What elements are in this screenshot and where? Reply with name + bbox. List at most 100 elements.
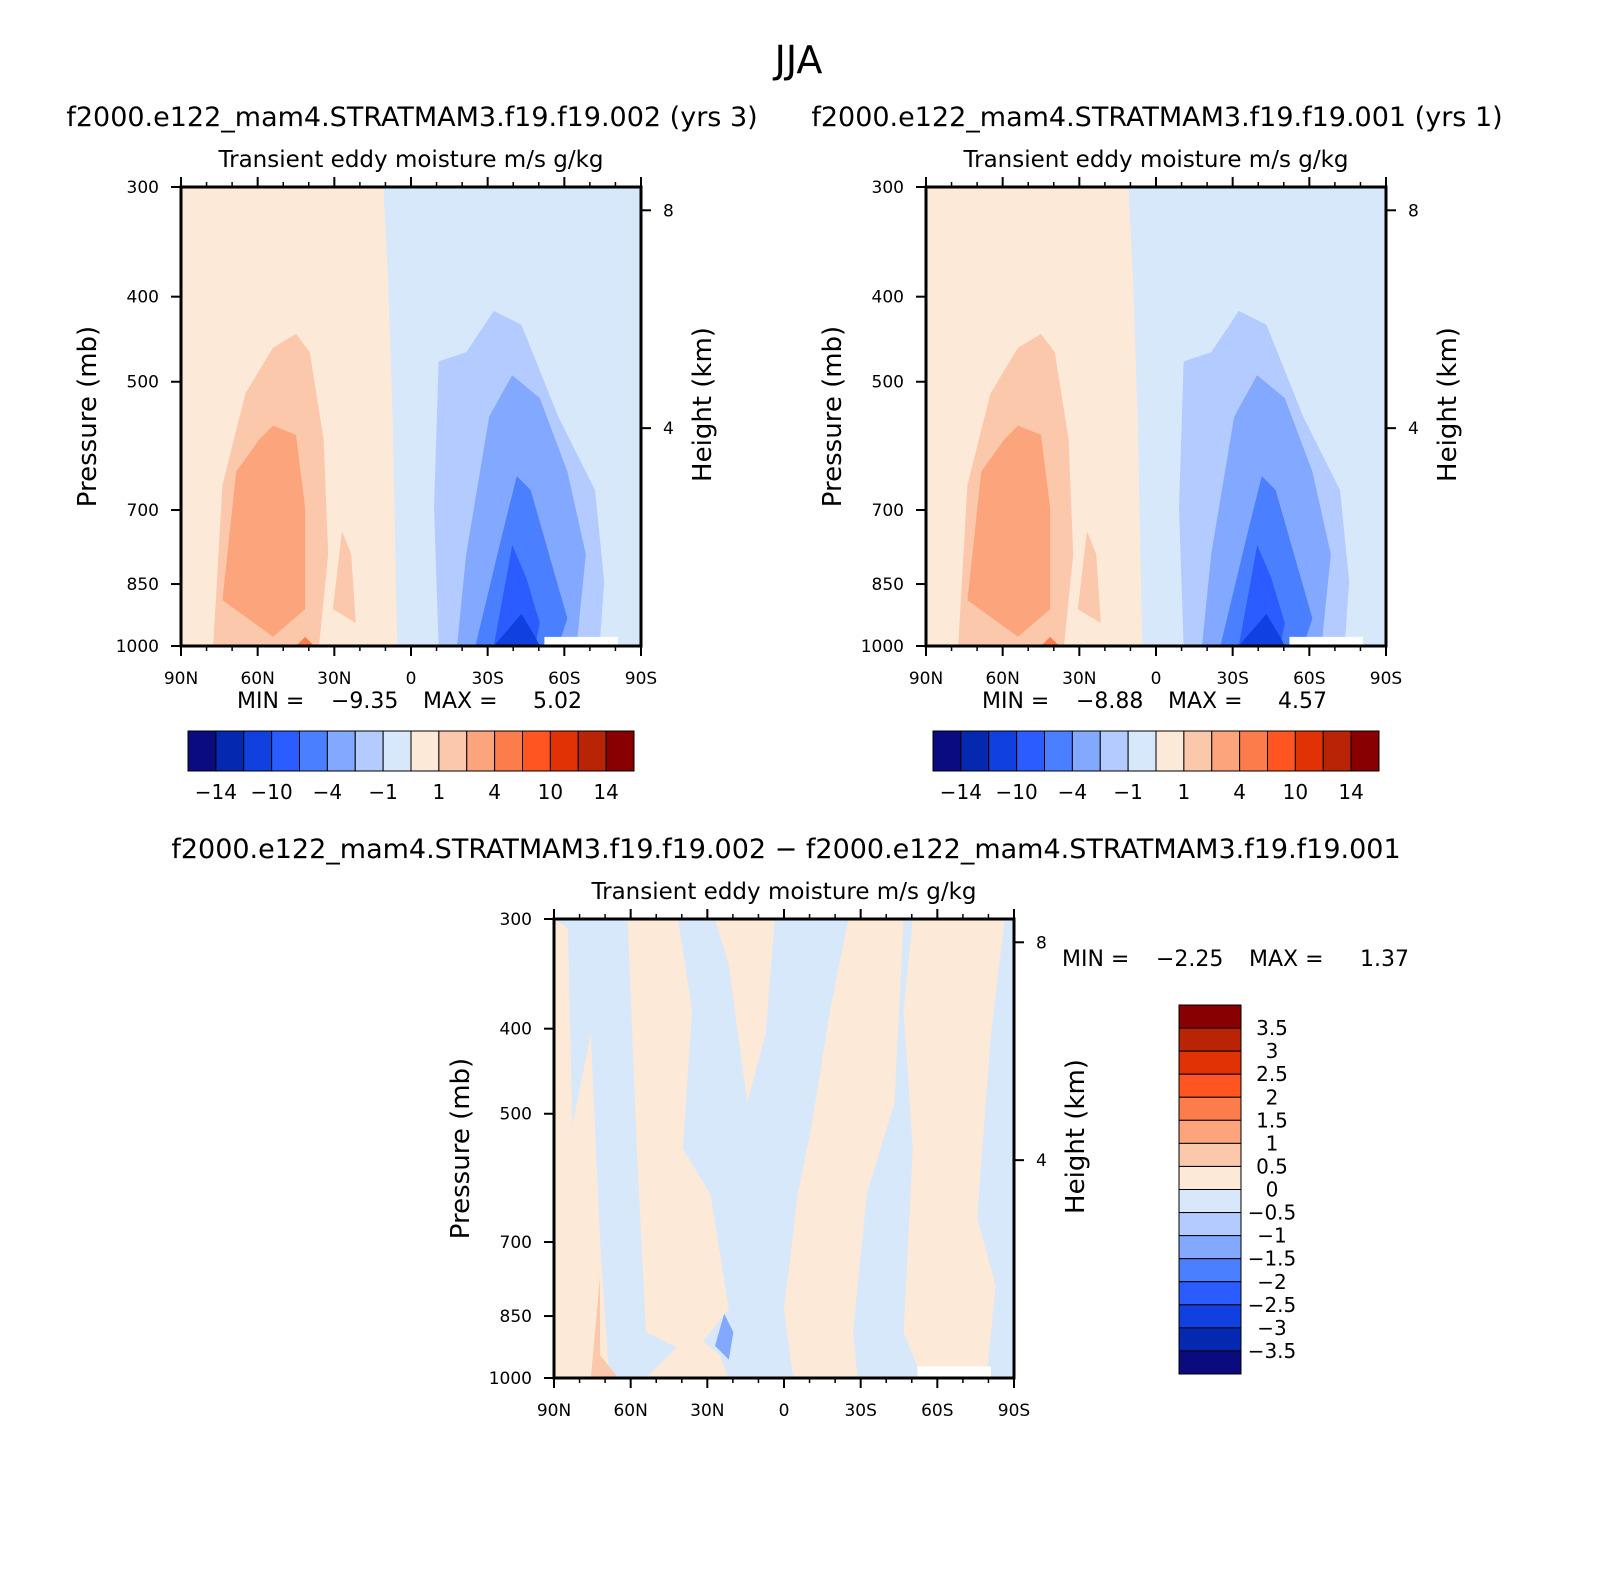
y-axis-label: Pressure (mb) xyxy=(73,326,103,507)
colorbar-cell xyxy=(988,730,1018,772)
colorbar-cell xyxy=(1178,1350,1242,1375)
case-title: f2000.e122_mam4.STRATMAM3.f19.f19.001 (y… xyxy=(811,102,1502,133)
colorbar-cell xyxy=(1211,730,1241,772)
y2-axis-label: Height (km) xyxy=(1433,327,1463,482)
colorbar-label: 0.5 xyxy=(1256,1154,1288,1178)
colorbar-cell xyxy=(1239,730,1268,772)
y-axis-label: Pressure (mb) xyxy=(818,326,848,507)
colorbar-label: −3 xyxy=(1257,1316,1286,1340)
colorbar-label: 3 xyxy=(1266,1039,1279,1063)
colorbar-cell xyxy=(466,730,496,772)
contour-fill-warm-6 xyxy=(646,1332,729,1378)
colorbar-cell xyxy=(410,730,440,772)
colorbar-label: −14 xyxy=(940,780,982,804)
colorbar-cell xyxy=(1178,1096,1242,1121)
panel-1: Transient eddy moisture m/s g/kg f2000.e1… xyxy=(66,102,757,804)
contour-fill-cool-3 xyxy=(475,476,568,646)
colorbar-label: −2.5 xyxy=(1248,1293,1297,1317)
colorbar-cell xyxy=(1294,730,1324,772)
colorbar-label: 1 xyxy=(1178,780,1191,804)
y2-tick-label: 8 xyxy=(1408,201,1419,221)
colorbar-label: −2 xyxy=(1257,1270,1286,1294)
contour-fill-warm-strong xyxy=(590,1277,619,1378)
x-tick-label: 30N xyxy=(1062,669,1096,689)
colorbar-cell xyxy=(494,730,523,772)
y2-tick-label: 4 xyxy=(1408,419,1419,439)
colorbar: −14 −10 −4 −1 1 4 10 14 xyxy=(187,730,635,804)
max-label: MAX = xyxy=(1168,689,1243,714)
colorbar-cell xyxy=(1267,730,1296,772)
y-tick-label: 850 xyxy=(500,1307,532,1327)
y2-tick-label: 8 xyxy=(1036,933,1047,953)
colorbar-cell xyxy=(1178,1281,1242,1306)
y2-tick-label: 4 xyxy=(663,419,674,439)
colorbar-cell xyxy=(1071,730,1101,772)
x-tick-label: 60S xyxy=(1293,669,1325,689)
contour-fill-warm-3 xyxy=(296,636,315,646)
colorbar-cell xyxy=(1183,730,1213,772)
colorbar-cell xyxy=(354,730,384,772)
x-tick-label: 60S xyxy=(548,669,580,689)
missing-data-patch xyxy=(544,636,618,646)
colorbar-label: 3.5 xyxy=(1256,1016,1288,1040)
colorbar-cell xyxy=(1044,730,1073,772)
y-tick-label: 300 xyxy=(500,910,532,930)
colorbar-label: −1 xyxy=(1113,780,1142,804)
case-title: f2000.e122_mam4.STRATMAM3.f19.f19.002 (y… xyxy=(66,102,757,133)
colorbar-label: 0 xyxy=(1266,1178,1279,1202)
colorbar-label: 1 xyxy=(1266,1131,1279,1155)
colorbar-label: 1 xyxy=(433,780,446,804)
x-tick-label: 0 xyxy=(406,669,417,689)
colorbar-cell xyxy=(1178,1304,1242,1329)
y-tick-label: 300 xyxy=(872,178,904,198)
colorbar-label: 14 xyxy=(1338,780,1363,804)
y-tick-label: 850 xyxy=(127,575,159,595)
colorbar-cell xyxy=(549,730,579,772)
contour-fill-warm-3 xyxy=(715,919,775,1103)
colorbar-label: −10 xyxy=(251,780,293,804)
colorbar-cell xyxy=(1178,1235,1242,1260)
contour-fill-warm-5 xyxy=(903,919,1005,1378)
colorbar-cell xyxy=(382,730,412,772)
y-tick-label: 500 xyxy=(127,373,159,393)
colorbar: −14 −10 −4 −1 1 4 10 14 xyxy=(932,730,1380,804)
max-value: 5.02 xyxy=(533,689,582,714)
colorbar-cell xyxy=(1178,1027,1242,1052)
colorbar-cell xyxy=(187,730,217,772)
contour-fill-cool-5 xyxy=(1238,613,1285,646)
colorbar-label: −0.5 xyxy=(1248,1201,1297,1225)
max-label: MAX = xyxy=(1249,947,1324,972)
colorbar-cell xyxy=(1178,1073,1242,1098)
min-label: MIN = xyxy=(237,689,304,714)
colorbar-cell xyxy=(960,730,990,772)
plot-title: Transient eddy moisture m/s g/kg xyxy=(962,147,1348,173)
max-value: 1.37 xyxy=(1360,947,1409,972)
panel-2: Transient eddy moisture m/s g/kg f2000.e1… xyxy=(811,102,1502,804)
contour-fill-cool-strong xyxy=(715,1313,734,1360)
panel-3: Transient eddy moisture m/s g/kg f2000.e1… xyxy=(171,834,1409,1421)
x-tick-label: 90S xyxy=(625,669,657,689)
colorbar-label: 14 xyxy=(593,780,618,804)
colorbar-label: −1 xyxy=(1257,1224,1286,1248)
y-tick-label: 1000 xyxy=(489,1369,532,1389)
colorbar-cell xyxy=(1155,730,1185,772)
colorbar-label: −10 xyxy=(996,780,1038,804)
colorbar-cell xyxy=(326,730,356,772)
missing-data-patch xyxy=(1289,636,1363,646)
colorbar-cell xyxy=(299,730,328,772)
colorbar-cell xyxy=(605,730,635,772)
y-tick-label: 500 xyxy=(500,1105,532,1125)
colorbar-cell xyxy=(1178,1258,1242,1283)
x-tick-label: 60N xyxy=(613,1401,647,1421)
colorbar-cell xyxy=(1178,1327,1242,1352)
contour-fill-warm-1b xyxy=(332,531,356,624)
min-value: −2.25 xyxy=(1156,947,1223,972)
x-tick-label: 0 xyxy=(1151,669,1162,689)
y2-axis-label: Height (km) xyxy=(1061,1059,1091,1214)
plot-title: Transient eddy moisture m/s g/kg xyxy=(217,147,603,173)
contour-fill-warm-2 xyxy=(627,919,729,1356)
colorbar-label: −14 xyxy=(195,780,237,804)
min-label: MIN = xyxy=(1062,947,1129,972)
contour-fill-warm-4 xyxy=(784,919,904,1378)
